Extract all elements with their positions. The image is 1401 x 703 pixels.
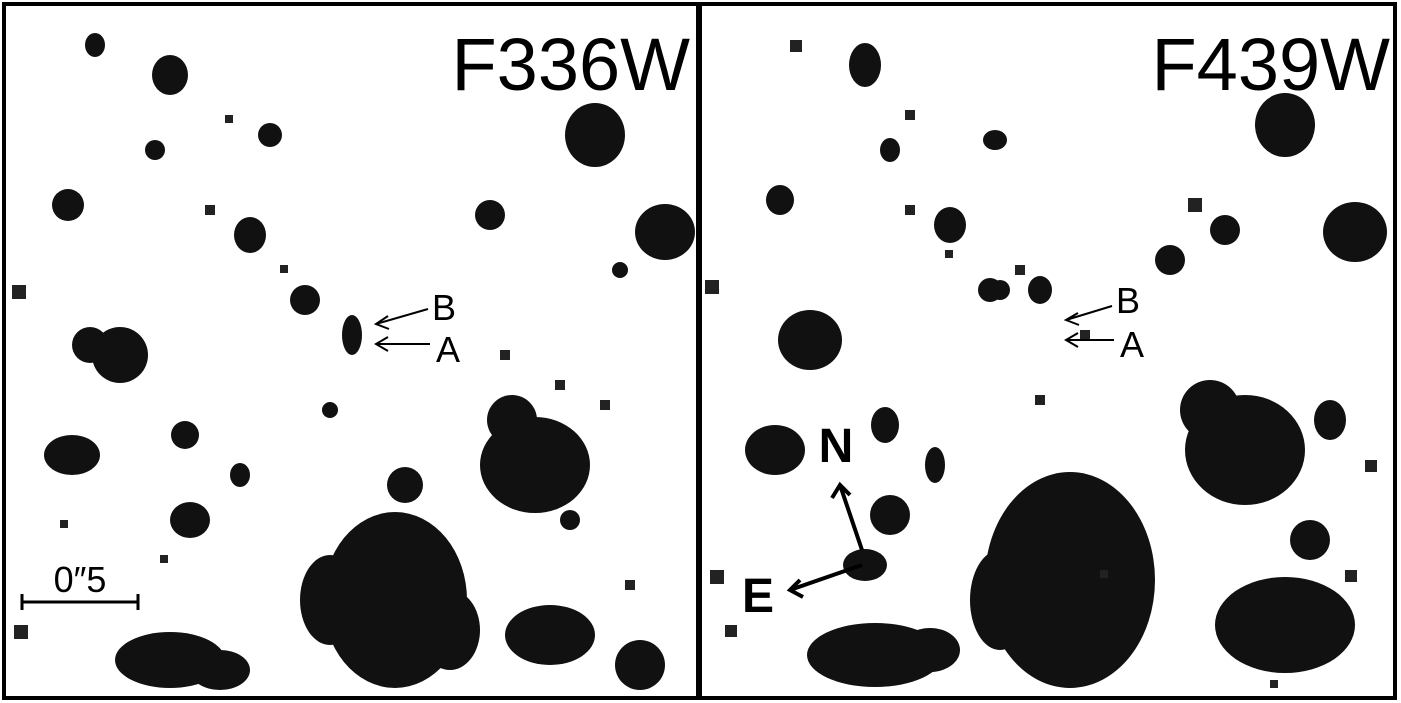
star (505, 605, 595, 665)
filter-label: F336W (451, 23, 690, 106)
star (983, 130, 1007, 150)
star (625, 580, 635, 590)
star (1155, 245, 1185, 275)
star-label: A (1120, 324, 1144, 365)
star (555, 380, 565, 390)
compass-label: E (742, 570, 774, 623)
star (945, 250, 953, 258)
star (190, 650, 250, 690)
star (387, 467, 423, 503)
star (1100, 570, 1108, 578)
star (230, 463, 250, 487)
star (290, 285, 320, 315)
star (280, 265, 288, 273)
star (766, 185, 794, 215)
star (1323, 202, 1387, 262)
star (1048, 480, 1072, 500)
star (1015, 265, 1025, 275)
star (60, 520, 68, 528)
star (52, 189, 84, 221)
star (1314, 400, 1346, 440)
star (1290, 520, 1330, 560)
star (1188, 198, 1202, 212)
star (14, 625, 28, 639)
star (925, 447, 945, 483)
page: F336W F439W B A B A 0″5 N E (() => { con… (0, 0, 1401, 703)
star (170, 502, 210, 538)
star (300, 555, 360, 645)
star (990, 280, 1010, 300)
star (44, 435, 100, 475)
star (1080, 330, 1090, 340)
star (790, 40, 802, 52)
star (12, 285, 26, 299)
star (725, 625, 737, 637)
star (1270, 680, 1278, 688)
star (870, 495, 910, 535)
star (843, 549, 887, 581)
star (322, 402, 338, 418)
star (1035, 395, 1045, 405)
star (205, 205, 215, 215)
star (934, 207, 966, 243)
star (905, 205, 915, 215)
star (475, 200, 505, 230)
star (258, 123, 282, 147)
star (635, 204, 695, 260)
star (72, 327, 108, 363)
star (871, 407, 899, 443)
star (420, 590, 480, 670)
star (1345, 570, 1357, 582)
star (171, 421, 199, 449)
star (1215, 577, 1355, 673)
star (1028, 276, 1052, 304)
star (612, 262, 628, 278)
star (600, 400, 610, 410)
star (1365, 460, 1377, 472)
star-label: A (436, 329, 460, 370)
star (745, 425, 805, 475)
star (234, 217, 266, 253)
filter-label: F439W (1151, 23, 1390, 106)
star (487, 395, 537, 445)
star (342, 315, 362, 355)
star (849, 43, 881, 87)
star (880, 138, 900, 162)
star (225, 115, 233, 123)
star (560, 510, 580, 530)
star (900, 628, 960, 672)
star-label: B (432, 287, 456, 328)
star (905, 110, 915, 120)
star (1180, 380, 1240, 440)
scale-label: 0″5 (54, 559, 107, 600)
star-label: B (1116, 280, 1140, 321)
star (705, 280, 719, 294)
star (85, 33, 105, 57)
star (615, 640, 665, 690)
compass-label: N (819, 420, 854, 473)
star (710, 570, 724, 584)
star (1210, 215, 1240, 245)
image-pair: F336W F439W B A B A 0″5 N E (0, 0, 1401, 703)
star (565, 103, 625, 167)
star (152, 55, 188, 95)
star (970, 550, 1030, 650)
star (778, 310, 842, 370)
star (500, 350, 510, 360)
star (145, 140, 165, 160)
star (160, 555, 168, 563)
